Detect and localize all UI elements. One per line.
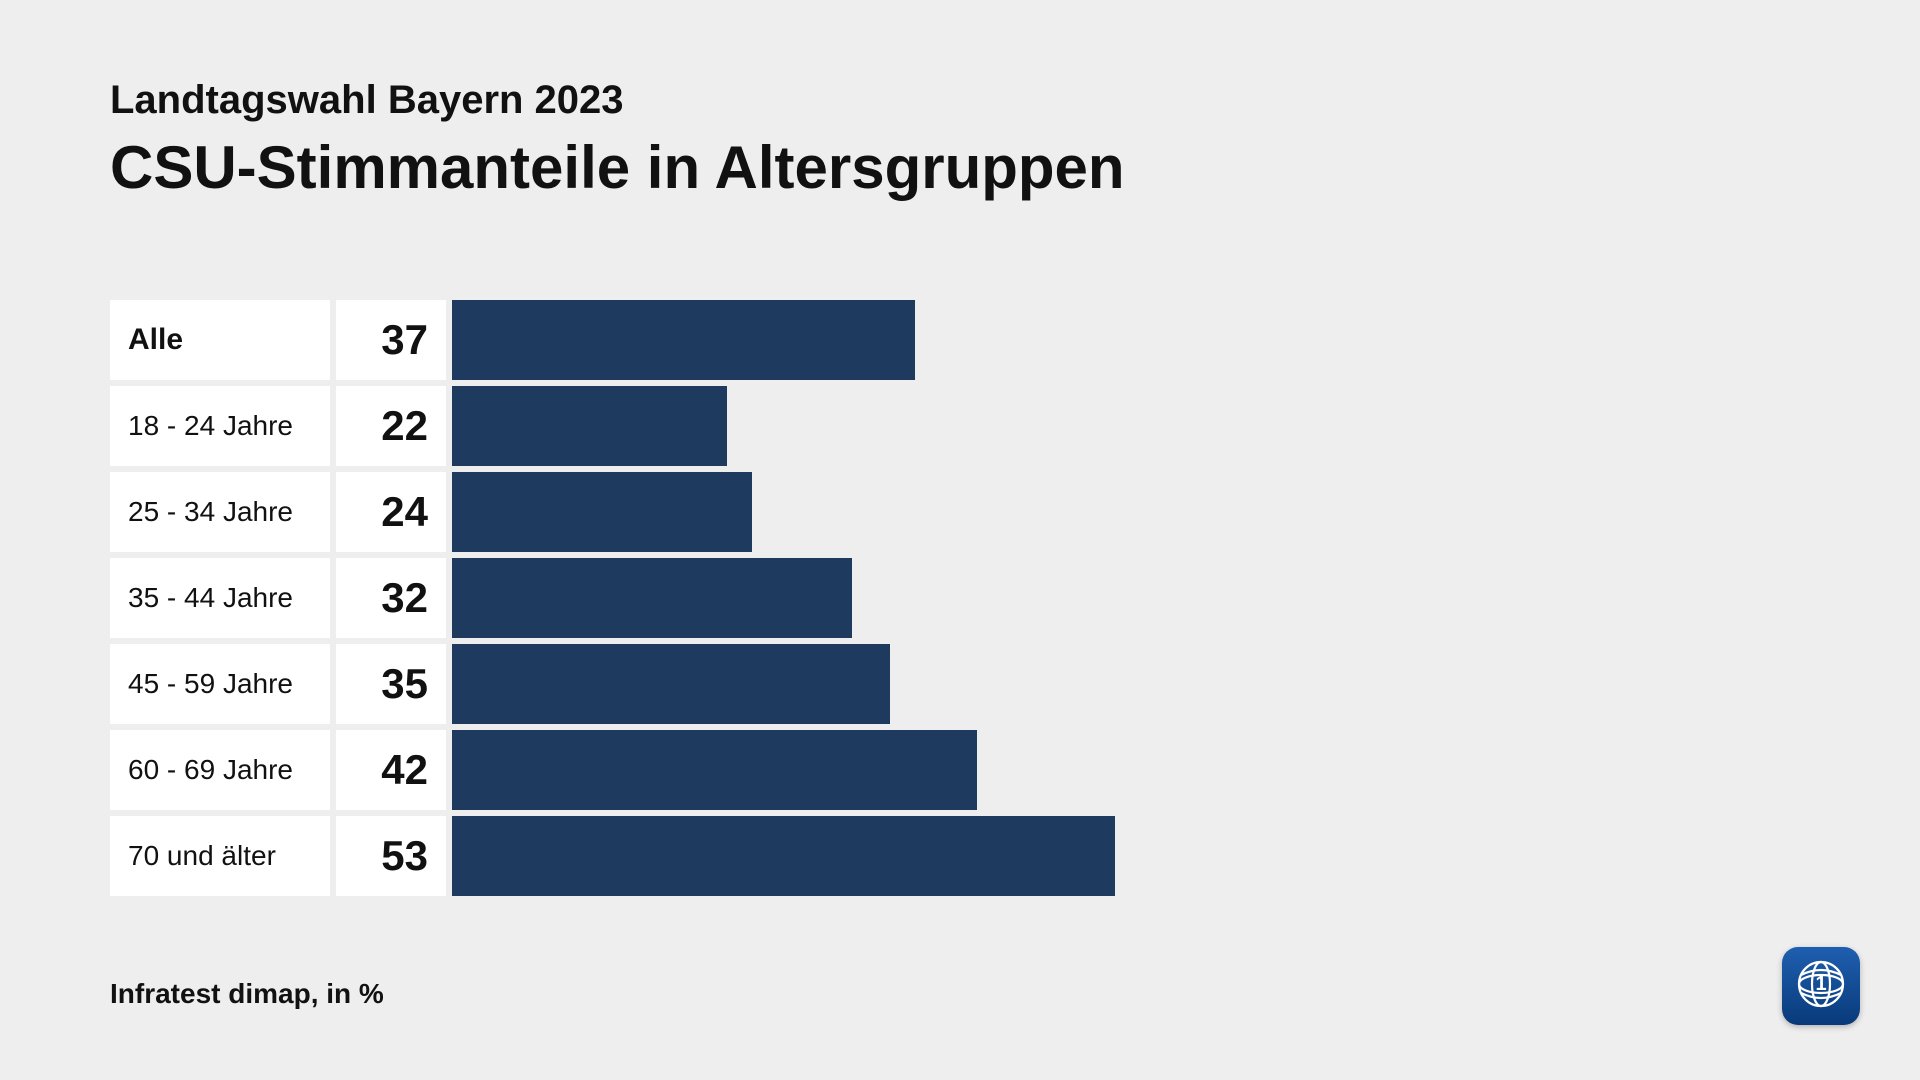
bar-fill	[452, 386, 727, 466]
row-value: 42	[336, 730, 446, 810]
row-value: 35	[336, 644, 446, 724]
chart-row: 35 - 44 Jahre32	[110, 558, 1810, 638]
bar-fill	[452, 558, 852, 638]
bar-fill	[452, 300, 915, 380]
bar-chart: Alle3718 - 24 Jahre2225 - 34 Jahre2435 -…	[110, 300, 1810, 896]
bar-track	[452, 816, 1810, 896]
row-label: 70 und älter	[110, 816, 330, 896]
row-label: 25 - 34 Jahre	[110, 472, 330, 552]
svg-text:1: 1	[1815, 973, 1826, 995]
chart-header: Landtagswahl Bayern 2023 CSU-Stimmanteil…	[110, 78, 1125, 202]
row-value: 22	[336, 386, 446, 466]
bar-track	[452, 730, 1810, 810]
broadcaster-logo: 1	[1782, 947, 1860, 1025]
bar-track	[452, 558, 1810, 638]
bar-fill	[452, 644, 890, 724]
bar-track	[452, 386, 1810, 466]
chart-row: 18 - 24 Jahre22	[110, 386, 1810, 466]
chart-row: 60 - 69 Jahre42	[110, 730, 1810, 810]
bar-track	[452, 472, 1810, 552]
row-label: 35 - 44 Jahre	[110, 558, 330, 638]
chart-subtitle: Landtagswahl Bayern 2023	[110, 78, 1125, 123]
bar-fill	[452, 730, 977, 810]
row-value: 53	[336, 816, 446, 896]
chart-source: Infratest dimap, in %	[110, 978, 384, 1010]
bar-track	[452, 644, 1810, 724]
row-label: Alle	[110, 300, 330, 380]
chart-row: 25 - 34 Jahre24	[110, 472, 1810, 552]
globe-icon: 1	[1794, 957, 1848, 1016]
bar-fill	[452, 472, 752, 552]
row-label: 45 - 59 Jahre	[110, 644, 330, 724]
chart-row: 45 - 59 Jahre35	[110, 644, 1810, 724]
chart-row: Alle37	[110, 300, 1810, 380]
chart-row: 70 und älter53	[110, 816, 1810, 896]
row-label: 18 - 24 Jahre	[110, 386, 330, 466]
row-value: 32	[336, 558, 446, 638]
row-value: 37	[336, 300, 446, 380]
chart-title: CSU-Stimmanteile in Altersgruppen	[110, 133, 1125, 202]
row-label: 60 - 69 Jahre	[110, 730, 330, 810]
bar-track	[452, 300, 1810, 380]
row-value: 24	[336, 472, 446, 552]
bar-fill	[452, 816, 1115, 896]
